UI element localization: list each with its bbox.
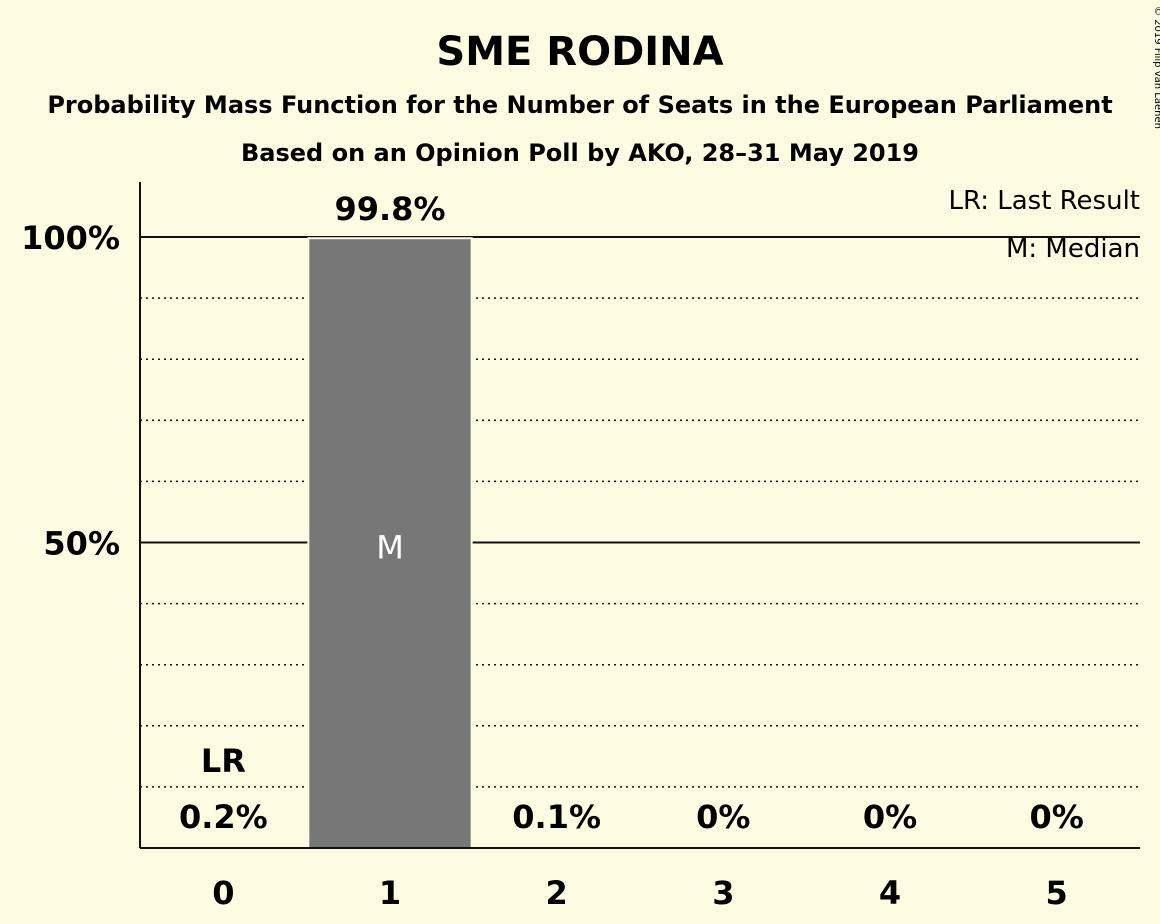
value-label-2: 0.1% [512, 798, 601, 836]
x-tick-label: 4 [879, 874, 901, 912]
axes: 50% 100% 0 1 2 3 4 5 [21, 182, 1140, 912]
chart-subtitle-poll: Based on an Opinion Poll by AKO, 28–31 M… [241, 139, 919, 167]
y-tick-label: 100% [21, 219, 120, 257]
legend-median: M: Median [1006, 234, 1140, 264]
x-tick-label: 5 [1046, 874, 1068, 912]
data-labels: 0.2% 99.8% 0.1% 0% 0% 0% LR M [179, 190, 1084, 836]
x-tick-label: 1 [379, 874, 401, 912]
chart-subtitle: Probability Mass Function for the Number… [47, 91, 1112, 119]
value-label-1: 99.8% [334, 190, 445, 228]
value-label-5: 0% [1030, 798, 1084, 836]
bar-1 [307, 237, 473, 850]
value-label-4: 0% [863, 798, 917, 836]
x-tick-label: 2 [546, 874, 568, 912]
gridlines [140, 236, 1140, 788]
value-label-0: 0.2% [179, 798, 268, 836]
y-tick-label: 50% [43, 525, 120, 563]
x-tick-label: 3 [712, 874, 734, 912]
last-result-marker: LR [201, 742, 246, 780]
copyright-text: © 2019 Filip van Laenen [1152, 6, 1160, 129]
median-marker: M [376, 529, 404, 567]
value-label-3: 0% [696, 798, 750, 836]
legend-last-result: LR: Last Result [948, 186, 1140, 216]
x-tick-label: 0 [212, 874, 234, 912]
chart-title: SME RODINA [436, 29, 723, 75]
